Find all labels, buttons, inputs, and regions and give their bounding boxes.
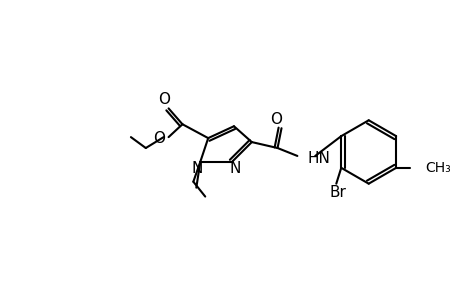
Text: CH₃: CH₃ xyxy=(424,161,450,175)
Text: N: N xyxy=(229,161,240,176)
Text: O: O xyxy=(152,130,164,146)
Text: Br: Br xyxy=(329,185,346,200)
Text: N: N xyxy=(191,161,202,176)
Text: O: O xyxy=(158,92,170,107)
Text: HN: HN xyxy=(307,152,330,166)
Text: O: O xyxy=(270,112,282,127)
